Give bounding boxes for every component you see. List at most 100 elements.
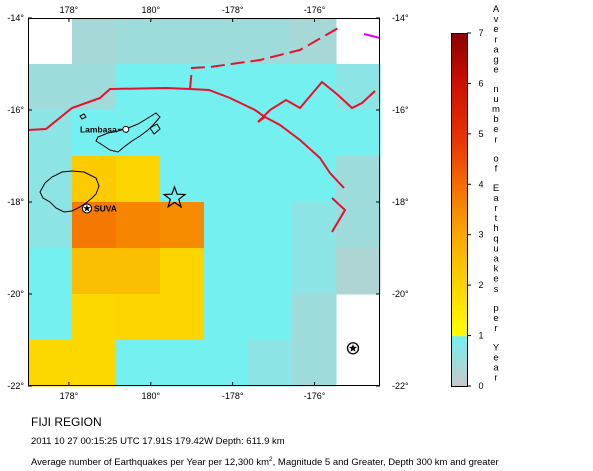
lon-label-bottom: -178° bbox=[222, 391, 244, 401]
grid-cell bbox=[248, 294, 293, 341]
grid-cell bbox=[28, 202, 73, 249]
grid-cell bbox=[160, 156, 205, 203]
legend-color-band bbox=[451, 161, 467, 165]
legend-color-band bbox=[451, 63, 467, 67]
legend-title-letter: n bbox=[493, 84, 498, 95]
legend-color-band bbox=[451, 133, 467, 137]
grid-cell bbox=[72, 340, 117, 387]
legend-title-letter: r bbox=[494, 203, 497, 214]
legend-tick-label: 2 bbox=[478, 280, 483, 290]
legend-color-band bbox=[451, 217, 467, 221]
legend-color-band bbox=[451, 353, 467, 357]
legend-title-letter: q bbox=[493, 233, 498, 244]
legend-color-band bbox=[451, 355, 467, 359]
legend-color-band bbox=[451, 116, 467, 120]
legend-color-band bbox=[451, 219, 467, 223]
legend-color-band bbox=[451, 191, 467, 195]
legend-color-band bbox=[451, 111, 467, 115]
plate-boundary-south-segment bbox=[331, 197, 347, 233]
legend-color-band bbox=[451, 312, 467, 316]
grid-cell bbox=[336, 64, 381, 111]
legend-color-band bbox=[451, 343, 467, 347]
legend-color-band bbox=[451, 320, 467, 324]
legend-title-letter: e bbox=[493, 65, 498, 76]
grid-cell bbox=[336, 248, 381, 295]
legend-color-band bbox=[451, 222, 467, 226]
coastline-islet bbox=[79, 113, 87, 120]
density-grid bbox=[28, 18, 381, 387]
legend-title-letter: u bbox=[493, 243, 498, 254]
caption-suffix: , Magnitude 5 and Greater, Depth 300 km … bbox=[272, 457, 499, 469]
grid-cell bbox=[292, 110, 337, 157]
legend-color-band bbox=[451, 136, 467, 140]
legend-color-band bbox=[451, 174, 467, 178]
legend-color-band bbox=[451, 65, 467, 69]
legend-color-band bbox=[451, 93, 467, 97]
coastline-viti-levu bbox=[39, 170, 100, 213]
legend-color-band bbox=[451, 383, 467, 387]
region-title: FIJI REGION bbox=[31, 415, 102, 429]
legend-color-band bbox=[451, 151, 467, 155]
legend-color-band bbox=[451, 164, 467, 168]
legend-title-letter: e bbox=[493, 352, 498, 363]
legend-color-band bbox=[451, 106, 467, 110]
legend-color-band bbox=[451, 300, 467, 304]
grid-cell bbox=[292, 248, 337, 295]
legend-color-band bbox=[451, 199, 467, 203]
legend-title-letter: r bbox=[494, 373, 497, 384]
grid-cell bbox=[28, 110, 73, 157]
legend-color-band bbox=[451, 270, 467, 274]
grid-cell bbox=[116, 248, 161, 295]
legend-color-band bbox=[451, 103, 467, 107]
grid-cell bbox=[116, 202, 161, 249]
grid-cell bbox=[72, 64, 117, 111]
legend-color-band bbox=[451, 154, 467, 158]
legend-color-band bbox=[451, 143, 467, 148]
legend-color-band bbox=[451, 38, 467, 42]
legend-color-band bbox=[451, 365, 467, 369]
legend-color-band bbox=[451, 338, 467, 342]
grid-cell bbox=[292, 294, 337, 341]
grid-cell bbox=[160, 110, 205, 157]
legend-color-band bbox=[451, 209, 467, 213]
legend-color-band bbox=[451, 375, 467, 380]
grid-cell bbox=[336, 156, 381, 203]
legend-color-band bbox=[451, 310, 467, 314]
legend-title-letter: s bbox=[494, 284, 499, 295]
legend-color-band bbox=[451, 88, 467, 92]
legend-title-letter: a bbox=[493, 253, 499, 264]
legend-color-band bbox=[451, 159, 467, 163]
lat-label-left: -18° bbox=[7, 197, 24, 207]
legend-title-letter: Y bbox=[493, 342, 500, 353]
legend-color-band bbox=[451, 275, 467, 279]
grid-cell bbox=[72, 18, 117, 65]
legend-color-band bbox=[451, 252, 467, 256]
legend-color-band bbox=[451, 373, 467, 377]
legend-color-band bbox=[451, 363, 467, 367]
legend-color-band bbox=[451, 350, 467, 354]
legend-title-letter: a bbox=[493, 363, 499, 374]
legend-color-band bbox=[451, 126, 467, 130]
grid-cell bbox=[72, 294, 117, 341]
city-label-suva: SUVA bbox=[94, 203, 117, 213]
legend-color-band bbox=[451, 45, 467, 49]
legend-color-band bbox=[451, 249, 467, 253]
grid-cell bbox=[160, 18, 205, 65]
legend-tick-label: 4 bbox=[478, 179, 483, 189]
grid-cell bbox=[248, 248, 293, 295]
legend-color-band bbox=[451, 35, 467, 39]
lat-label-right: -18° bbox=[392, 197, 409, 207]
legend-color-band bbox=[451, 285, 467, 289]
legend-color-band bbox=[451, 108, 467, 112]
legend-color-band bbox=[451, 358, 467, 362]
legend-color-band bbox=[451, 138, 467, 143]
grid-cell bbox=[160, 340, 205, 387]
legend-color-band bbox=[451, 370, 467, 374]
legend-color-band bbox=[451, 189, 467, 193]
lon-label-top: -176° bbox=[304, 5, 326, 15]
grid-cell bbox=[248, 202, 293, 249]
legend-color-band bbox=[451, 196, 467, 201]
legend-color-band bbox=[451, 330, 467, 334]
legend-title-letter: E bbox=[493, 183, 499, 194]
